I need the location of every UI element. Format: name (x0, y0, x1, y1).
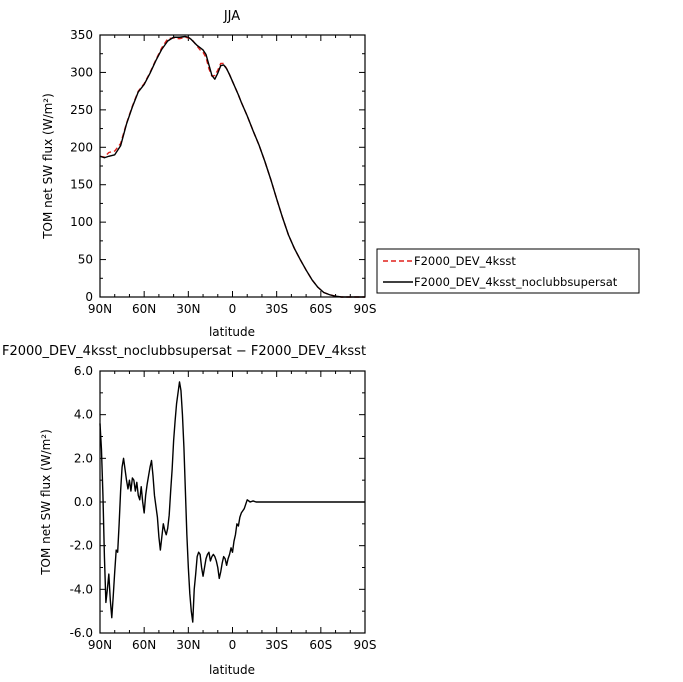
top-panel-frame (99, 34, 366, 298)
bottom-xtick-label: 60N (132, 638, 156, 652)
top-series-line-2 (99, 35, 365, 298)
bottom-ytick-label: 2.0 (74, 451, 93, 465)
top-series-line-1 (99, 36, 365, 298)
top-ytick-label: 0 (85, 290, 93, 304)
top-xtick-label: 30N (176, 302, 200, 316)
bottom-xtick-label: 30S (265, 638, 288, 652)
legend-label-1: F2000_DEV_4ksst (414, 254, 516, 268)
bottom-ytick-label: 6.0 (74, 364, 93, 378)
bottom-panel: F2000_DEV_4ksst_noclubbsupersat − F2000_… (2, 344, 376, 677)
top-xtick-label: 0 (229, 302, 237, 316)
bottom-ytick-label: -4.0 (70, 582, 93, 596)
top-ytick-label: 150 (70, 178, 93, 192)
bottom-panel-title: F2000_DEV_4ksst_noclubbsupersat − F2000_… (2, 344, 366, 359)
legend-label-2: F2000_DEV_4ksst_noclubbsupersat (414, 275, 618, 289)
bottom-panel-frame (99, 370, 366, 634)
bottom-panel-ylabel: TOM net SW flux (W/m²) (39, 429, 53, 576)
top-xtick-label: 30S (265, 302, 288, 316)
top-ytick-label: 300 (70, 65, 93, 79)
top-ytick-label: 100 (70, 215, 93, 229)
bottom-xtick-label: 60S (309, 638, 332, 652)
top-xtick-label: 90S (354, 302, 377, 316)
top-panel-plot-area: 90N 60N 30N 0 30S 60S 90S 0 50 100 150 200 250 300 350 (70, 28, 376, 316)
top-panel-xlabel: latitude (209, 325, 255, 339)
bottom-xtick-label: 0 (229, 638, 237, 652)
bottom-panel-xlabel: latitude (209, 663, 255, 677)
top-xtick-label: 90N (88, 302, 112, 316)
bottom-panel-plot-area: 90N 60N 30N 0 30S 60S 90S -6.0 -4.0 -2.0 0.0 2.0 4.0… (70, 364, 377, 652)
top-panel-title: JJA (223, 9, 240, 24)
legend: F2000_DEV_4ksst F2000_DEV_4ksst_noclubbs… (376, 248, 640, 294)
bottom-xtick-label: 30N (176, 638, 200, 652)
top-xtick-label: 60N (132, 302, 156, 316)
top-ytick-label: 250 (70, 103, 93, 117)
top-panel-ylabel: TOM net SW flux (W/m²) (41, 93, 55, 240)
bottom-xtick-label: 90N (88, 638, 112, 652)
bottom-ytick-label: 0.0 (74, 495, 93, 509)
top-ytick-label: 200 (70, 140, 93, 154)
bottom-series-line-1 (99, 381, 365, 623)
bottom-ytick-label: -2.0 (70, 539, 93, 553)
top-ytick-label: 350 (70, 28, 93, 42)
top-panel: JJA 90N 60N 30N 0 30S 60S 90S 0 50 100 150 200 250 30… (41, 9, 376, 339)
top-ytick-label: 50 (78, 253, 93, 267)
bottom-xtick-label: 90S (354, 638, 377, 652)
legend-box (376, 248, 640, 294)
top-xtick-label: 60S (309, 302, 332, 316)
bottom-ytick-label: -6.0 (70, 626, 93, 640)
bottom-ytick-label: 4.0 (74, 408, 93, 422)
